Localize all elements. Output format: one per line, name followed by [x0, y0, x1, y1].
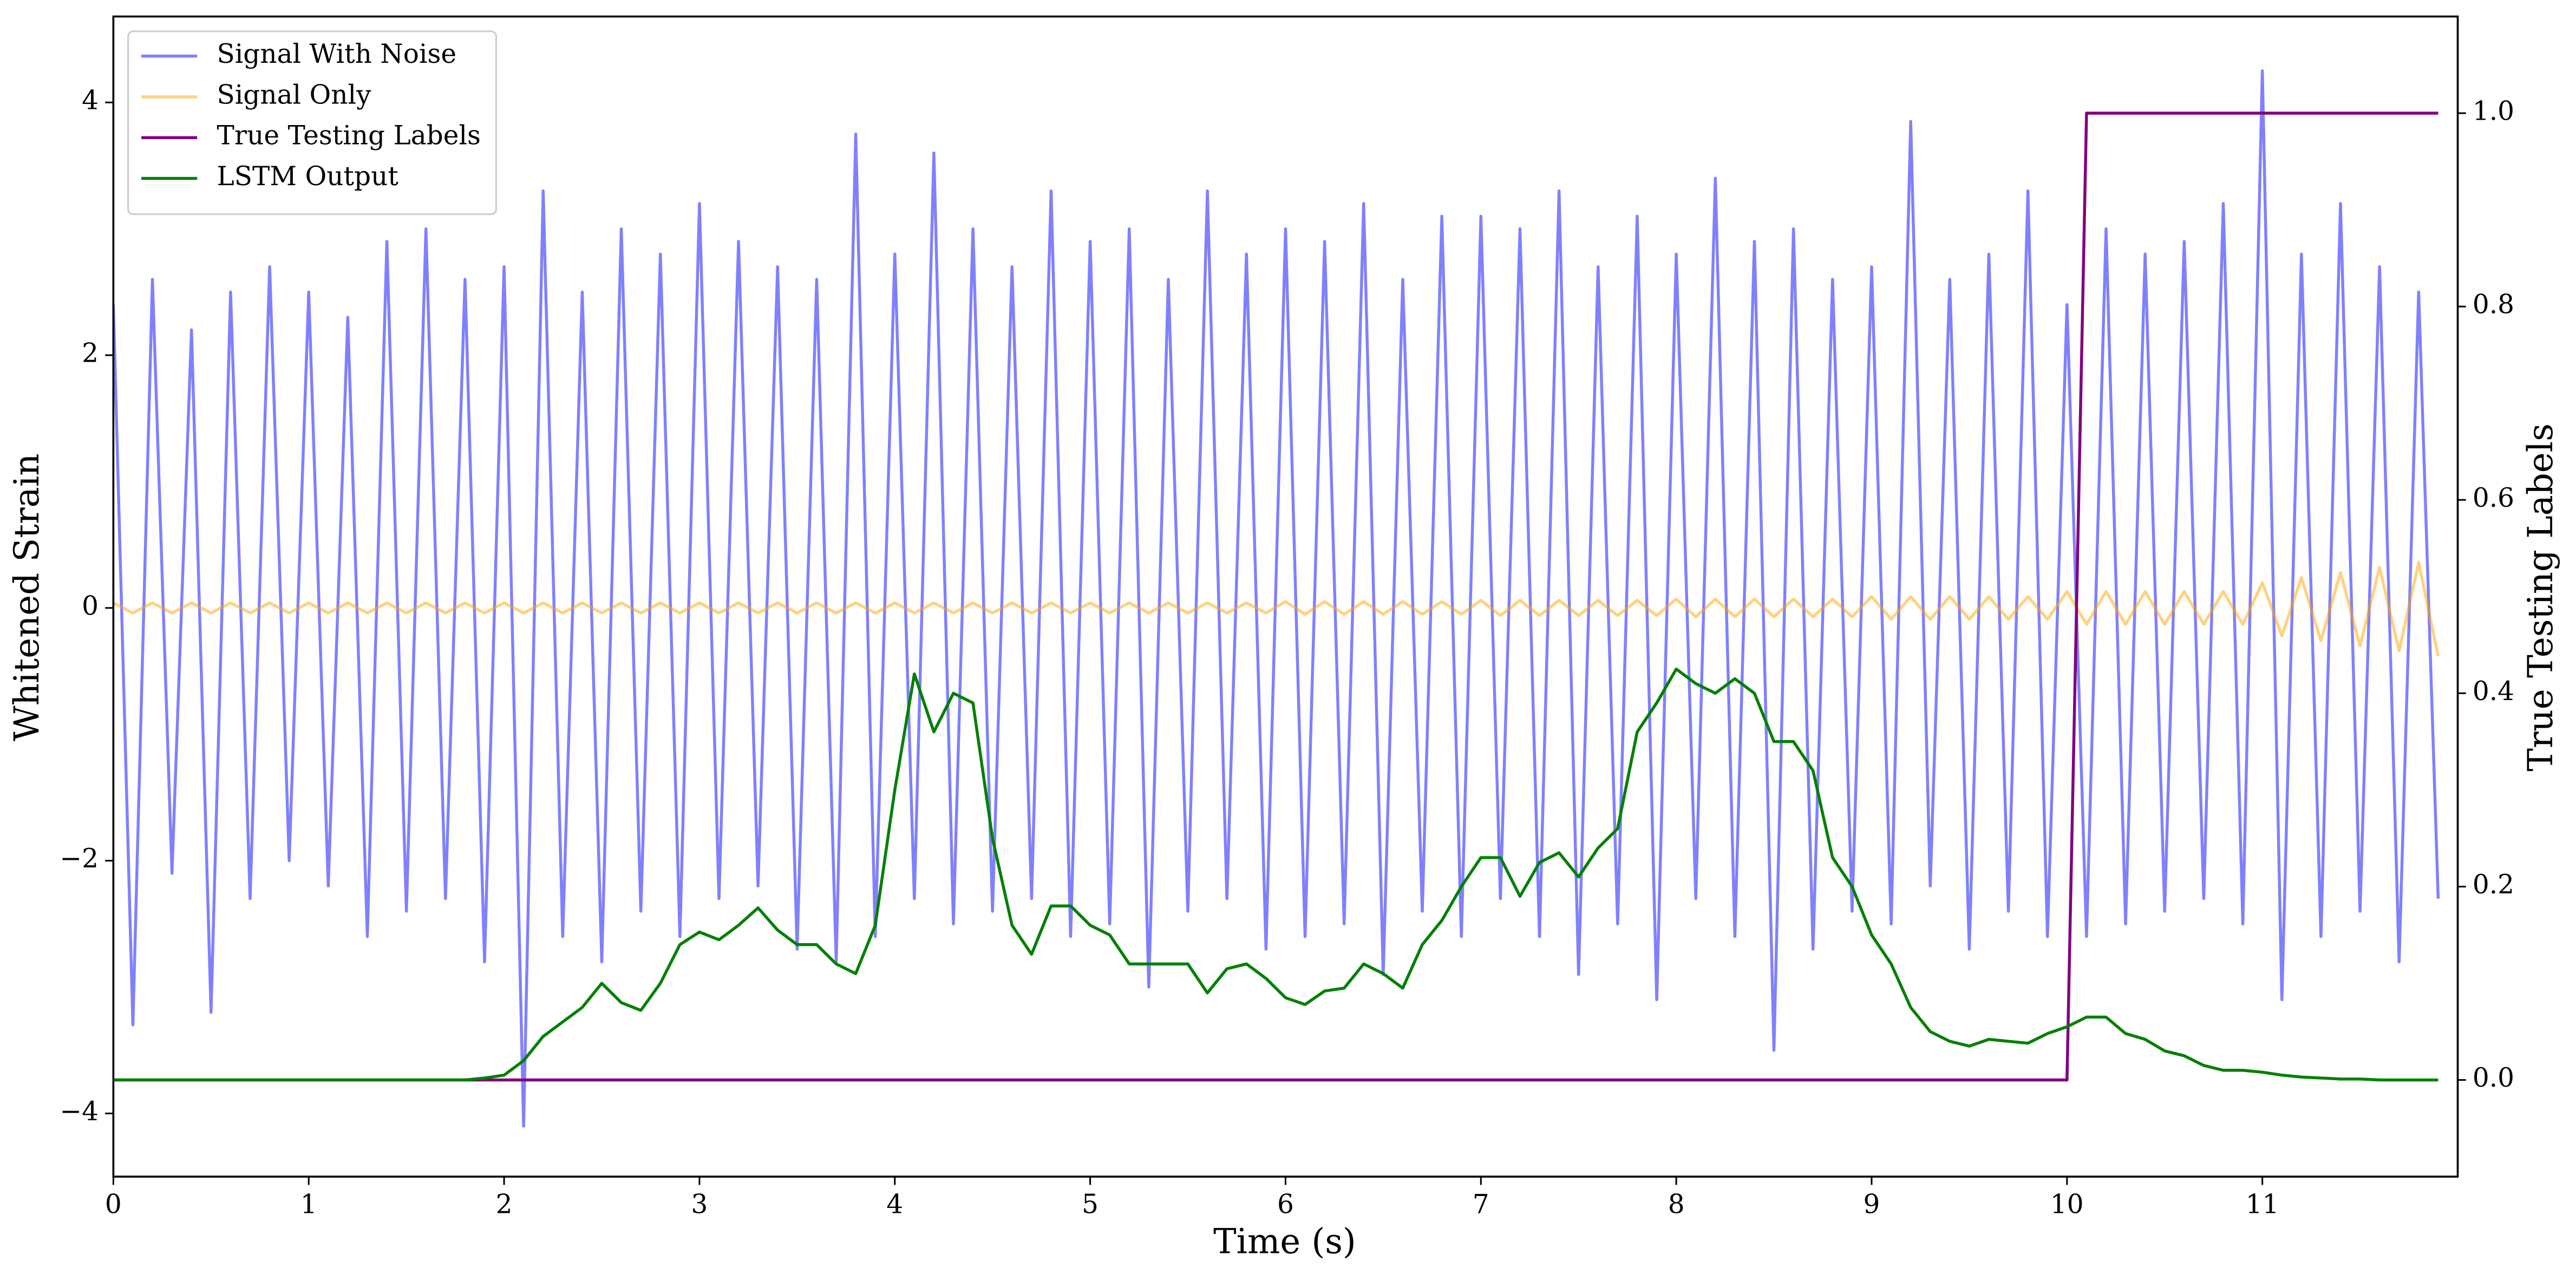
y-tick-label: 0 [82, 591, 99, 621]
x-tick-label: 9 [1864, 1189, 1880, 1219]
legend-label: Signal Only [217, 80, 371, 110]
x-tick-label: 5 [1082, 1189, 1099, 1219]
x-tick-label: 6 [1277, 1189, 1294, 1219]
series-line [113, 112, 2438, 1082]
y2-tick-label: 0.4 [2473, 676, 2514, 707]
y-tick-label: −4 [60, 1096, 99, 1127]
x-axis-label: Time (s) [1213, 1222, 1356, 1262]
legend-label: True Testing Labels [217, 121, 481, 151]
legend-box [127, 30, 497, 215]
y2-tick-label: 0.8 [2473, 290, 2514, 320]
x-tick-label: 10 [2050, 1189, 2084, 1219]
x-tick-label: 8 [1668, 1189, 1685, 1219]
y2-tick-label: 0.0 [2473, 1063, 2514, 1093]
y2-tick-label: 0.2 [2473, 870, 2514, 900]
series-line [113, 69, 2440, 1128]
legend-label: Signal With Noise [217, 39, 457, 69]
x-tick-label: 3 [691, 1189, 708, 1219]
y-axis-label: Whitened Strain [7, 454, 47, 741]
legend-label: LSTM Output [217, 161, 399, 192]
x-tick-label: 7 [1473, 1189, 1489, 1219]
x-tick-label: 11 [2246, 1189, 2279, 1219]
y2-axis-label: True Testing Labels [2521, 423, 2561, 772]
x-tick-label: 2 [496, 1189, 513, 1219]
x-tick-label: 1 [300, 1189, 317, 1219]
y-tick-label: 2 [82, 338, 99, 368]
series-line [113, 668, 2438, 1082]
series-line [113, 561, 2440, 657]
y2-tick-label: 0.6 [2473, 483, 2514, 513]
x-tick-label: 4 [886, 1189, 903, 1219]
x-tick-label: 0 [105, 1189, 122, 1219]
y-tick-label: −2 [60, 844, 99, 874]
y2-tick-label: 1.0 [2473, 96, 2514, 126]
y-tick-label: 4 [82, 86, 99, 116]
